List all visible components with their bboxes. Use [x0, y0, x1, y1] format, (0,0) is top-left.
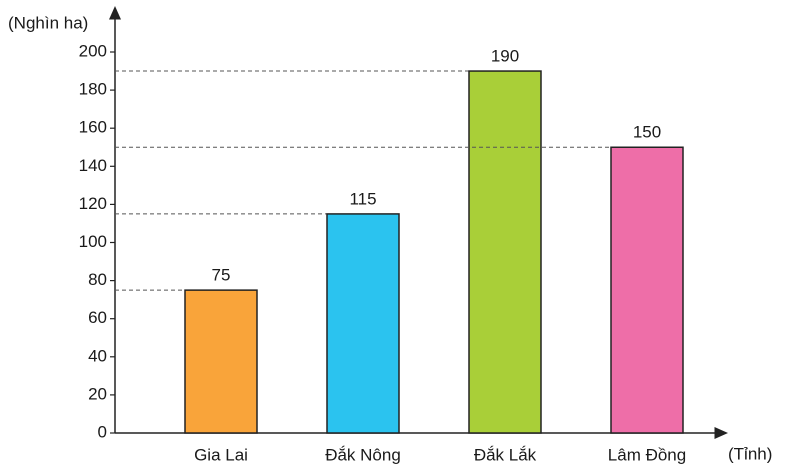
- x-tick-label: Đắk Lắk: [474, 445, 537, 464]
- value-label: 190: [491, 47, 519, 66]
- y-tick-label: 0: [98, 422, 107, 441]
- value-label: 75: [212, 266, 231, 285]
- bar: [610, 146, 684, 434]
- y-tick-label: 20: [88, 384, 107, 403]
- y-axis-label: (Nghìn ha): [8, 13, 88, 32]
- x-tick-label: Gia Lai: [194, 445, 248, 464]
- y-tick-label: 180: [79, 80, 107, 99]
- x-tick-label: Lâm Đồng: [608, 445, 686, 464]
- value-label: 115: [349, 189, 376, 208]
- y-tick-label: 40: [88, 346, 107, 365]
- value-label: 150: [633, 123, 661, 142]
- y-tick-label: 120: [79, 194, 107, 213]
- y-tick-label: 80: [88, 270, 107, 289]
- x-axis-label: (Tỉnh): [728, 444, 772, 463]
- bar: [468, 70, 542, 434]
- y-tick-label: 140: [79, 156, 107, 175]
- y-tick-label: 160: [79, 118, 107, 137]
- y-tick-label: 100: [79, 232, 107, 251]
- bar: [184, 289, 258, 434]
- x-tick-label: Đắk Nông: [325, 445, 401, 464]
- bar: [326, 213, 400, 434]
- y-tick-label: 200: [79, 41, 107, 60]
- y-tick-label: 60: [88, 308, 107, 327]
